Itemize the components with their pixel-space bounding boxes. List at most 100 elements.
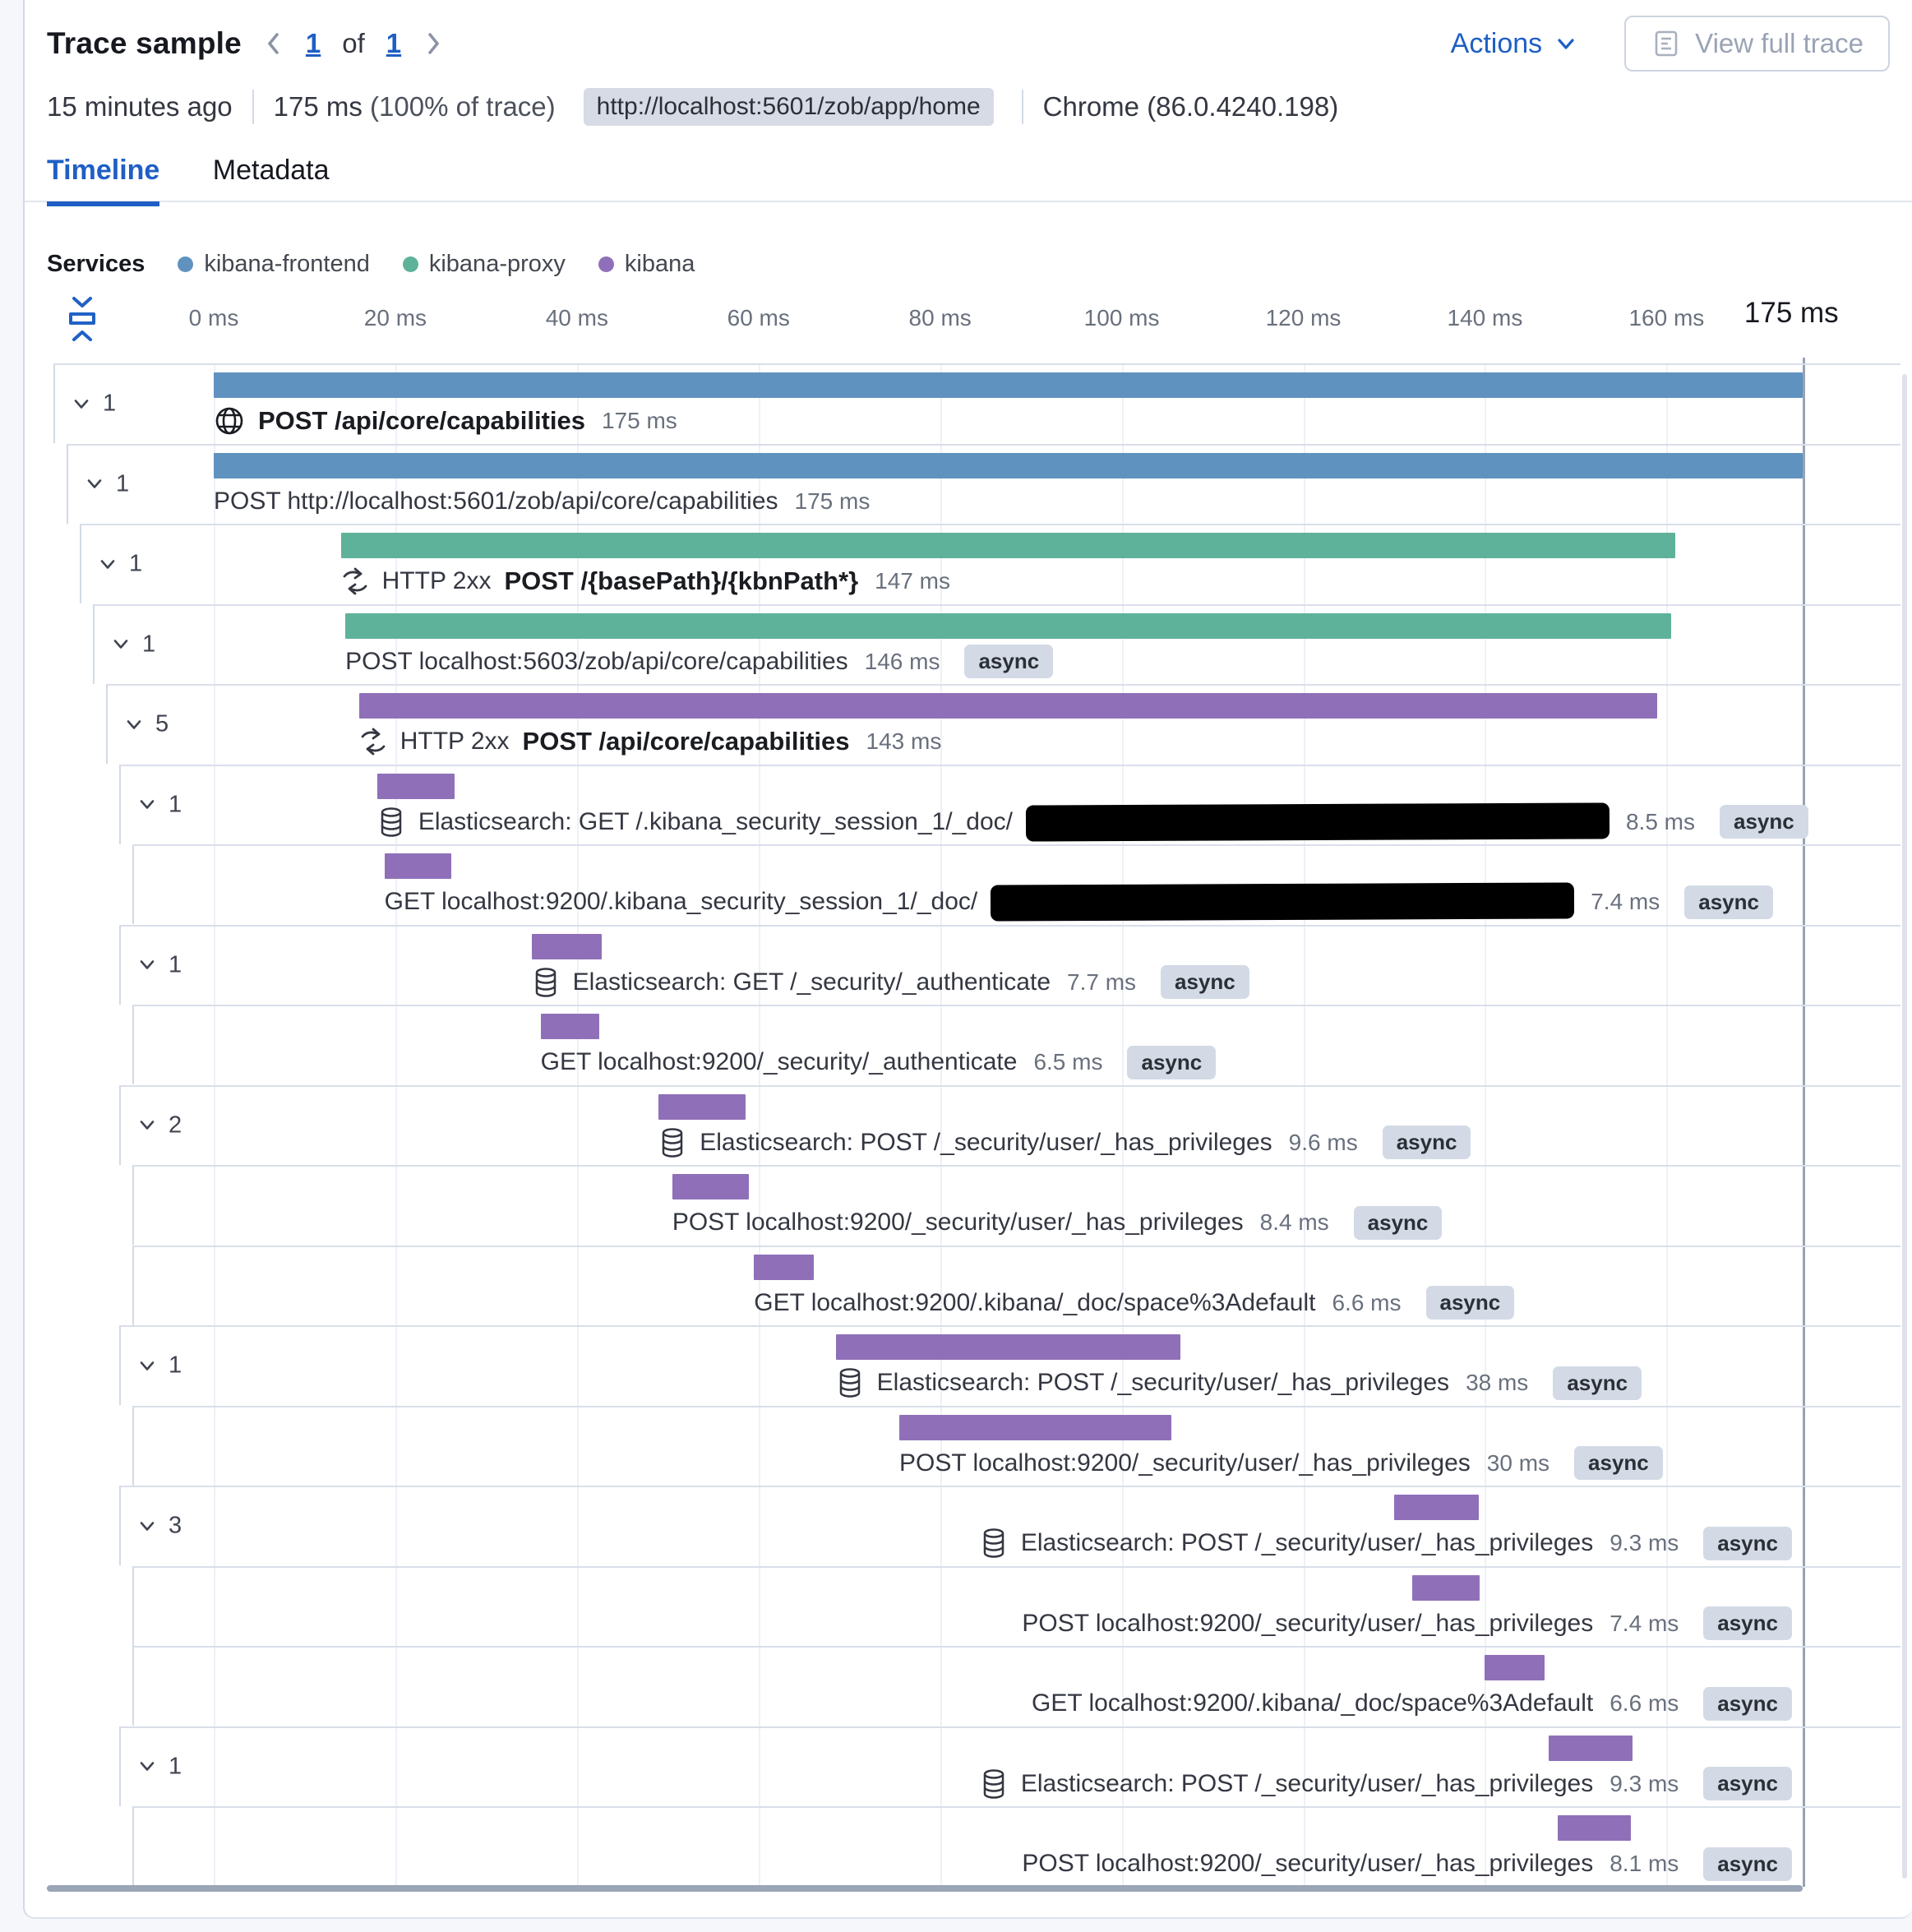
span-bar[interactable] — [835, 1334, 1181, 1360]
span-label[interactable]: POST localhost:9200/_security/user/_has_… — [1022, 1605, 1792, 1643]
span-label[interactable]: POST http://localhost:5601/zob/api/core/… — [214, 483, 870, 520]
row-expand-button[interactable]: 2 — [136, 1112, 182, 1139]
collapse-timeline-button[interactable] — [61, 292, 110, 346]
actions-menu-button[interactable]: Actions — [1451, 28, 1579, 60]
waterfall-row[interactable]: 1 POST localhost:5603/zob/api/core/capabi… — [25, 603, 1912, 685]
span-bar[interactable] — [672, 1174, 749, 1199]
row-expand-button[interactable]: 1 — [136, 1352, 182, 1380]
waterfall-row[interactable]: 1 POST /api/core/capabilities 175 ms — [25, 363, 1912, 444]
span-bar[interactable] — [384, 853, 452, 879]
waterfall-row[interactable]: 1 HTTP 2xx POST /{basePath}/{kbnPath*} 147 … — [25, 524, 1912, 604]
span-bar[interactable] — [214, 452, 1803, 478]
span-label[interactable]: Elasticsearch: POST /_security/user/_has… — [836, 1364, 1642, 1402]
span-bar[interactable] — [1485, 1655, 1545, 1680]
span-label[interactable]: HTTP 2xx POST /api/core/capabilities 143 m… — [359, 723, 941, 760]
span-bar[interactable] — [754, 1254, 815, 1280]
waterfall-row[interactable]: POST localhost:9200/_security/user/_has_… — [25, 1806, 1912, 1887]
view-full-trace-button[interactable]: View full trace — [1624, 16, 1890, 72]
tab-divider — [25, 201, 1912, 202]
pager-total-link[interactable]: 1 — [386, 28, 402, 58]
span-label[interactable]: Elasticsearch: GET /_security/_authentic… — [532, 964, 1249, 1001]
row-expand-button[interactable]: 3 — [136, 1513, 182, 1540]
span-label[interactable]: Elasticsearch: POST /_security/user/_has… — [980, 1524, 1792, 1562]
service-color-dot — [178, 257, 194, 272]
trace-summary: 15 minutes ago 175 ms (100% of trace) ht… — [47, 86, 1338, 128]
span-duration: 8.5 ms — [1625, 808, 1695, 834]
waterfall-row[interactable]: GET localhost:9200/.kibana/_doc/space%3A… — [25, 1245, 1912, 1326]
trace-duration: 175 ms (100% of trace) — [273, 91, 556, 122]
row-expand-button[interactable]: 1 — [109, 631, 155, 658]
row-child-count: 1 — [129, 550, 143, 577]
pager-next-icon[interactable] — [423, 27, 444, 60]
pager-current-link[interactable]: 1 — [305, 28, 321, 58]
span-label[interactable]: Elasticsearch: POST /_security/user/_has… — [658, 1124, 1471, 1162]
span-label[interactable]: GET localhost:9200/.kibana_security_sess… — [385, 882, 1773, 922]
actions-label: Actions — [1450, 27, 1543, 59]
waterfall-row[interactable]: GET localhost:9200/_security/_authentica… — [25, 1005, 1912, 1085]
waterfall-row[interactable]: GET localhost:9200/.kibana/_doc/space%3A… — [25, 1646, 1912, 1726]
row-expand-button[interactable]: 1 — [136, 791, 182, 818]
waterfall-row[interactable]: GET localhost:9200/.kibana_security_sess… — [25, 844, 1912, 925]
span-label[interactable]: GET localhost:9200/.kibana/_doc/space%3A… — [1032, 1685, 1792, 1722]
span-bar[interactable] — [540, 1014, 600, 1039]
row-expand-chevron-icon — [140, 1521, 155, 1531]
waterfall-row[interactable]: 5 HTTP 2xx POST /api/core/capabilities 143 … — [25, 684, 1912, 765]
span-bar[interactable] — [376, 773, 455, 799]
waterfall-row[interactable]: 1 Elasticsearch: POST /_security/user/_ha… — [25, 1325, 1912, 1406]
span-bar[interactable] — [340, 533, 1676, 558]
waterfall-row[interactable]: 2 Elasticsearch: POST /_security/user/_ha… — [25, 1084, 1912, 1166]
span-bar[interactable] — [1557, 1815, 1632, 1841]
service-color-dot — [598, 257, 614, 272]
elasticsearch-icon — [839, 1368, 860, 1398]
span-label[interactable]: Elasticsearch: GET /.kibana_security_ses… — [377, 802, 1808, 842]
services-legend: Services kibana-frontend kibana-proxy ki… — [47, 251, 695, 278]
waterfall-row[interactable]: POST localhost:9200/_security/user/_has_… — [25, 1565, 1912, 1647]
async-badge: async — [1720, 805, 1808, 839]
waterfall-row[interactable]: 1 Elasticsearch: GET /.kibana_security_se… — [25, 764, 1912, 845]
tab-timeline[interactable]: Timeline — [47, 155, 160, 206]
span-label[interactable]: POST localhost:9200/_security/user/_has_… — [1022, 1845, 1792, 1883]
span-bar[interactable] — [898, 1414, 1172, 1440]
row-expand-button[interactable]: 1 — [136, 951, 182, 978]
gridline — [1666, 363, 1669, 1887]
row-expand-button[interactable]: 1 — [83, 470, 129, 497]
row-expand-button[interactable]: 5 — [122, 711, 169, 738]
row-expand-button[interactable]: 1 — [70, 391, 116, 418]
horizontal-scrollbar[interactable] — [47, 1885, 1803, 1892]
tab-metadata[interactable]: Metadata — [212, 155, 330, 186]
span-label[interactable]: GET localhost:9200/.kibana/_doc/space%3A… — [754, 1284, 1515, 1322]
gridline — [1303, 363, 1305, 1887]
vertical-scrollbar[interactable] — [1902, 374, 1907, 1879]
span-label[interactable]: POST localhost:9200/_security/user/_has_… — [672, 1204, 1443, 1241]
span-bar[interactable] — [1548, 1735, 1633, 1761]
span-label[interactable]: POST localhost:5603/zob/api/core/capabil… — [345, 643, 1054, 681]
waterfall-row[interactable]: POST localhost:9200/_security/user/_has_… — [25, 1165, 1912, 1246]
span-bar[interactable] — [1393, 1495, 1479, 1520]
waterfall-row[interactable]: POST localhost:9200/_security/user/_has_… — [25, 1405, 1912, 1486]
fold-icon — [69, 297, 95, 341]
span-bar[interactable] — [358, 693, 1658, 719]
span-label[interactable]: POST localhost:9200/_security/user/_has_… — [899, 1444, 1663, 1482]
row-indent-guide — [119, 1726, 1900, 1806]
span-bar[interactable] — [345, 612, 1671, 639]
async-badge: async — [964, 645, 1054, 678]
trace-sample-panel: Trace sample 1 of 1 Actions View full tr… — [23, 0, 1912, 1919]
waterfall-row[interactable]: 1 Elasticsearch: GET /_security/_authenti… — [25, 924, 1912, 1005]
axis-tick-label: 60 ms — [727, 305, 790, 330]
span-name: Elasticsearch: POST /_security/user/_has… — [876, 1369, 1450, 1396]
span-label[interactable]: POST /api/core/capabilities 175 ms — [214, 402, 677, 440]
span-bar[interactable] — [658, 1093, 746, 1120]
span-duration: 7.4 ms — [1591, 889, 1660, 914]
span-label[interactable]: GET localhost:9200/_security/_authentica… — [541, 1043, 1217, 1081]
span-bar[interactable] — [1412, 1574, 1480, 1601]
span-label[interactable]: Elasticsearch: POST /_security/user/_has… — [980, 1765, 1792, 1803]
span-bar[interactable] — [214, 372, 1803, 398]
span-label[interactable]: HTTP 2xx POST /{basePath}/{kbnPath*} 147 m… — [341, 562, 950, 600]
waterfall-row[interactable]: 1 Elasticsearch: POST /_security/user/_ha… — [25, 1726, 1912, 1807]
waterfall-row[interactable]: 3 Elasticsearch: POST /_security/user/_ha… — [25, 1486, 1912, 1566]
row-expand-button[interactable]: 1 — [96, 551, 142, 578]
row-expand-button[interactable]: 1 — [136, 1753, 182, 1780]
waterfall-row[interactable]: 1 POST http://localhost:5601/zob/api/core… — [25, 443, 1912, 525]
pager-prev-icon[interactable] — [263, 27, 284, 60]
span-bar[interactable] — [531, 933, 602, 959]
